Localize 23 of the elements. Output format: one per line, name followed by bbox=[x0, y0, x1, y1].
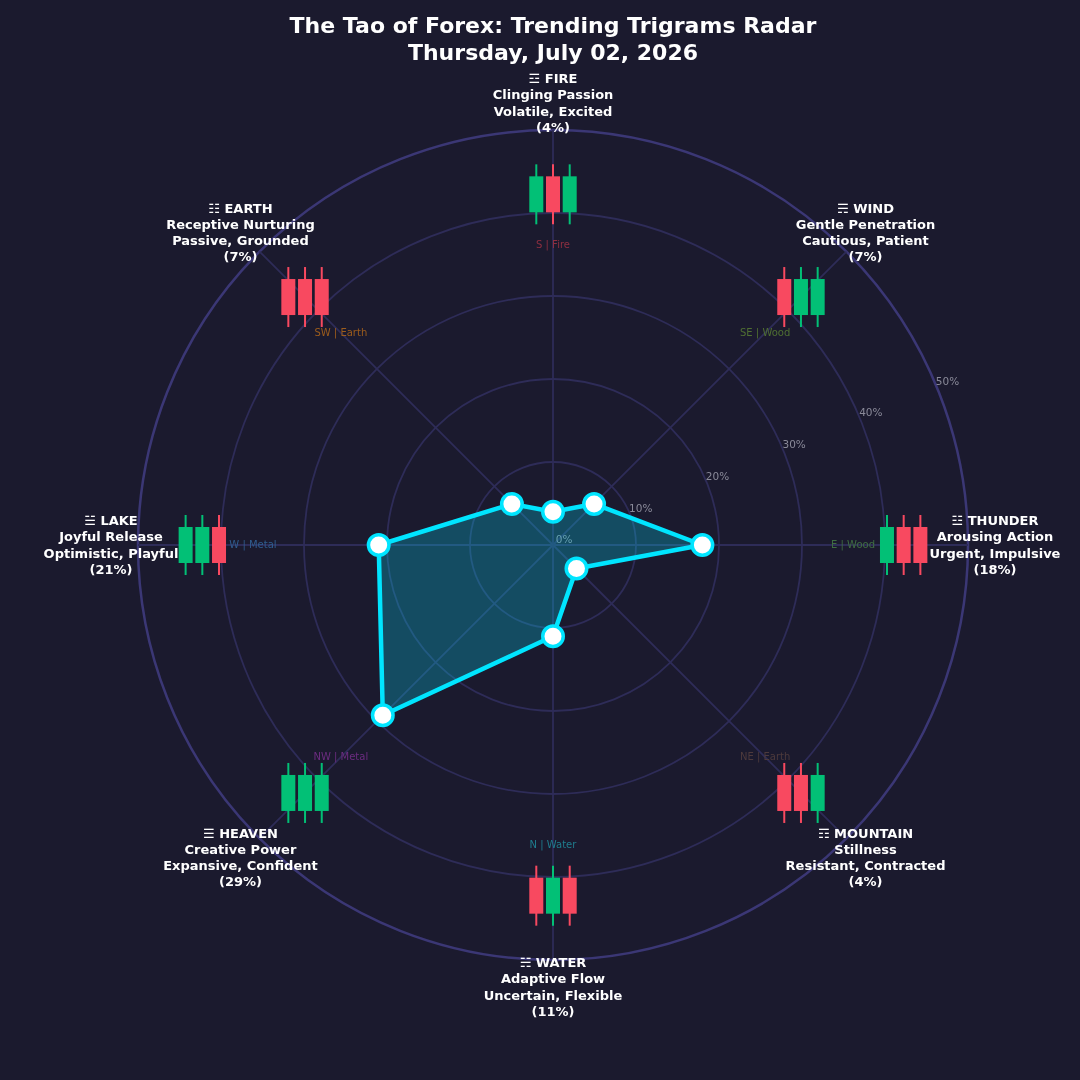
y-tick-label: 20% bbox=[705, 469, 730, 482]
spoke-label: ☷ EARTH Receptive Nurturing Passive, Grounded (7%) bbox=[166, 200, 315, 265]
chart-subtitle: Thursday, July 02, 2026 bbox=[407, 40, 699, 65]
spoke-label: ☳ THUNDER Arousing Action Urgent, Impulsive (18%) bbox=[929, 513, 1061, 577]
y-tick-label: 40% bbox=[859, 406, 883, 419]
text: S | Fire bbox=[536, 238, 570, 251]
y-tick-label: 10% bbox=[629, 501, 653, 514]
text: NW | Metal bbox=[313, 751, 369, 764]
text: N | Water bbox=[529, 839, 578, 852]
y-tick-label: 30% bbox=[782, 438, 806, 451]
spoke-label: ☵ WATER Adaptive Flow Uncertain, Flexible (11%) bbox=[483, 955, 623, 1019]
y-tick-label: 0% bbox=[555, 533, 573, 546]
chart-title: The Tao of Forex: Trending Trigrams Radar bbox=[289, 13, 817, 38]
spoke-label: ☴ WIND Gentle Penetration Cautious, Patient (7%) bbox=[795, 200, 936, 265]
text: E | Wood bbox=[831, 539, 876, 551]
text: SE | Wood bbox=[740, 326, 791, 339]
text: W | Metal bbox=[229, 539, 277, 551]
text: SW | Earth bbox=[314, 326, 368, 339]
spoke-label: ☰ HEAVEN Creative Power Expansive, Confident (29%) bbox=[163, 825, 318, 890]
spoke-label: ☱ LAKE Joyful Release Optimistic, Playful (21%) bbox=[43, 513, 179, 577]
y-tick-label: 50% bbox=[935, 374, 960, 387]
spoke-label: ☶ MOUNTAIN Stillness Resistant, Contracted (4%) bbox=[785, 825, 946, 890]
spoke-label: ☲ FIRE Clinging Passion Volatile, Excited (4%) bbox=[492, 71, 614, 135]
